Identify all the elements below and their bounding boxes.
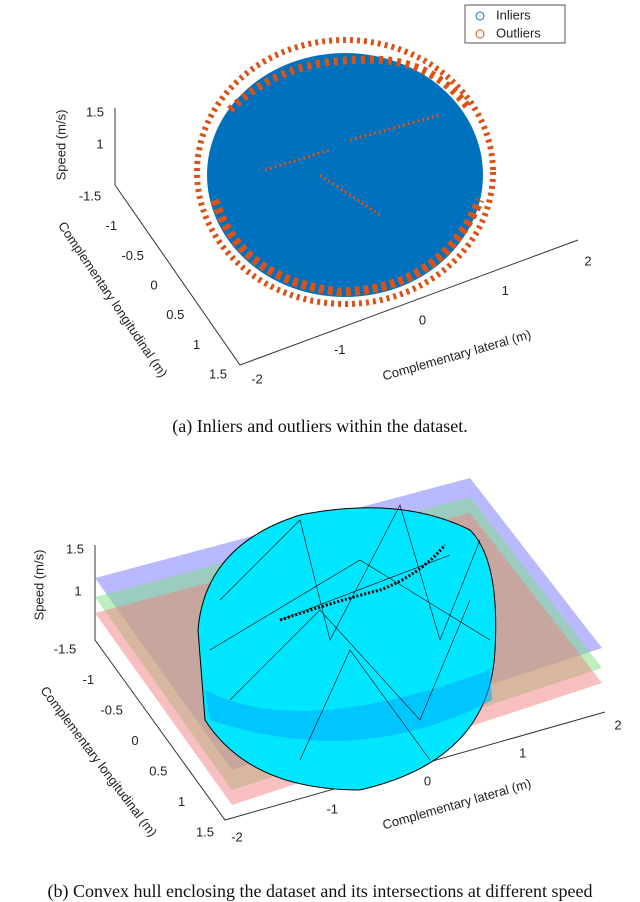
axis-label: Speed (m/s) bbox=[53, 110, 68, 181]
legend-marker bbox=[475, 11, 485, 21]
axis-label: Speed (m/s) bbox=[31, 550, 46, 621]
tick-label: -0.5 bbox=[121, 248, 143, 263]
outlier-ring bbox=[194, 37, 496, 307]
legend-label: Outliers bbox=[496, 25, 541, 40]
convex-hull bbox=[197, 507, 497, 791]
tick-label: 1 bbox=[96, 136, 103, 151]
tick-label: 0 bbox=[150, 277, 157, 292]
tick-label: 0.5 bbox=[149, 763, 167, 778]
hull-mesh bbox=[209, 504, 491, 761]
hull-dense-mesh bbox=[279, 544, 447, 622]
tick-label: 1.5 bbox=[66, 541, 84, 556]
tick-label: 1.5 bbox=[196, 824, 214, 839]
tick-label: 2 bbox=[614, 717, 621, 732]
tick-label: -1 bbox=[334, 342, 346, 357]
tick-label: 0 bbox=[424, 773, 431, 788]
axis-label: Complementary longitudinal (m) bbox=[37, 683, 160, 839]
inlier-cloud bbox=[207, 53, 483, 297]
tick-label: -1.5 bbox=[79, 188, 101, 203]
caption: (a) Inliers and outliers within the data… bbox=[172, 416, 467, 437]
axis-label: Complementary lateral (m) bbox=[381, 327, 533, 384]
tick-label: -0.5 bbox=[100, 702, 122, 717]
tick-label: -2 bbox=[231, 829, 243, 844]
tick-label: -1 bbox=[106, 218, 118, 233]
tick-label: -1 bbox=[83, 672, 95, 687]
outlier-band bbox=[210, 198, 485, 297]
caption: (b) Convex hull enclosing the dataset an… bbox=[47, 881, 592, 902]
tick-label: 0 bbox=[419, 312, 426, 327]
tick-label: 1.5 bbox=[86, 104, 104, 119]
tick-label: 1 bbox=[178, 794, 185, 809]
tick-label: 1 bbox=[502, 283, 509, 298]
axes-a bbox=[114, 108, 579, 366]
legend-marker bbox=[475, 29, 485, 39]
tick-label: 1 bbox=[519, 745, 526, 760]
panel-b-graphics bbox=[94, 478, 606, 821]
tick-label: 1 bbox=[193, 337, 200, 352]
tick-label: 0 bbox=[131, 733, 138, 748]
outlier-band bbox=[227, 55, 474, 113]
tick-label: 1.5 bbox=[209, 366, 227, 381]
tick-label: 0.5 bbox=[166, 307, 184, 322]
tick-label: 2 bbox=[584, 253, 591, 268]
tick-label: -1.5 bbox=[54, 641, 76, 656]
axis-label: Complementary lateral (m) bbox=[381, 776, 533, 833]
hull-intersection bbox=[205, 670, 492, 741]
axis-label: Complementary longitudinal (m) bbox=[55, 219, 170, 380]
tick-label: -1 bbox=[326, 801, 338, 816]
tick-label: -2 bbox=[251, 371, 263, 386]
outlier-streak bbox=[264, 113, 441, 217]
legend-box bbox=[464, 4, 566, 44]
panel-a-graphics bbox=[114, 4, 579, 366]
tick-label: 1 bbox=[74, 583, 81, 598]
legend-label: Inliers bbox=[496, 7, 531, 22]
